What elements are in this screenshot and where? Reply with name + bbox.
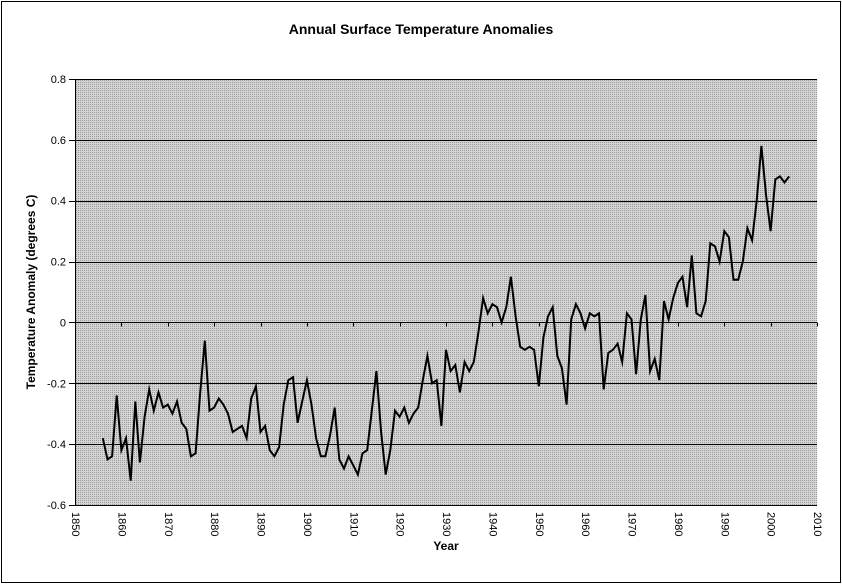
- x-tick-label-1850: 1850: [69, 512, 81, 536]
- y-tick-label--0.6: -0.6: [47, 500, 66, 512]
- x-tick-label-1880: 1880: [208, 512, 220, 536]
- x-tick-label-1940: 1940: [486, 512, 498, 536]
- x-tick-label-1930: 1930: [440, 512, 452, 536]
- y-tick-label--0.2: -0.2: [47, 378, 66, 390]
- x-tick-label-2000: 2000: [765, 512, 777, 536]
- y-tick-label-0.2: 0.2: [51, 257, 66, 269]
- x-tick-label-1900: 1900: [301, 512, 313, 536]
- y-axis-title: Temperature Anomaly (degrees C): [24, 194, 38, 390]
- x-tick-label-1920: 1920: [394, 512, 406, 536]
- plot-area: [75, 79, 817, 505]
- x-tick-label-1870: 1870: [162, 512, 174, 536]
- y-tick-label-0: 0: [60, 317, 66, 329]
- x-tick-label-1860: 1860: [115, 512, 127, 536]
- temperature-anomaly-line: [101, 145, 790, 481]
- y-tick-label-0.8: 0.8: [51, 74, 66, 86]
- x-tick-label-1910: 1910: [347, 512, 359, 536]
- chart-title: Annual Surface Temperature Anomalies: [288, 21, 554, 37]
- x-tick-label-1960: 1960: [579, 512, 591, 536]
- x-axis-title: Year: [433, 539, 459, 553]
- y-tick-label--0.4: -0.4: [47, 439, 66, 451]
- y-tick-label-0.4: 0.4: [51, 196, 66, 208]
- x-tick-label-2010: 2010: [811, 512, 823, 536]
- y-tick-label-0.6: 0.6: [51, 135, 66, 147]
- x-tick-label-1970: 1970: [626, 512, 638, 536]
- x-tick-label-1990: 1990: [718, 512, 730, 536]
- x-tick-label-1980: 1980: [672, 512, 684, 536]
- x-tick-label-1890: 1890: [255, 512, 267, 536]
- x-tick-label-1950: 1950: [533, 512, 545, 536]
